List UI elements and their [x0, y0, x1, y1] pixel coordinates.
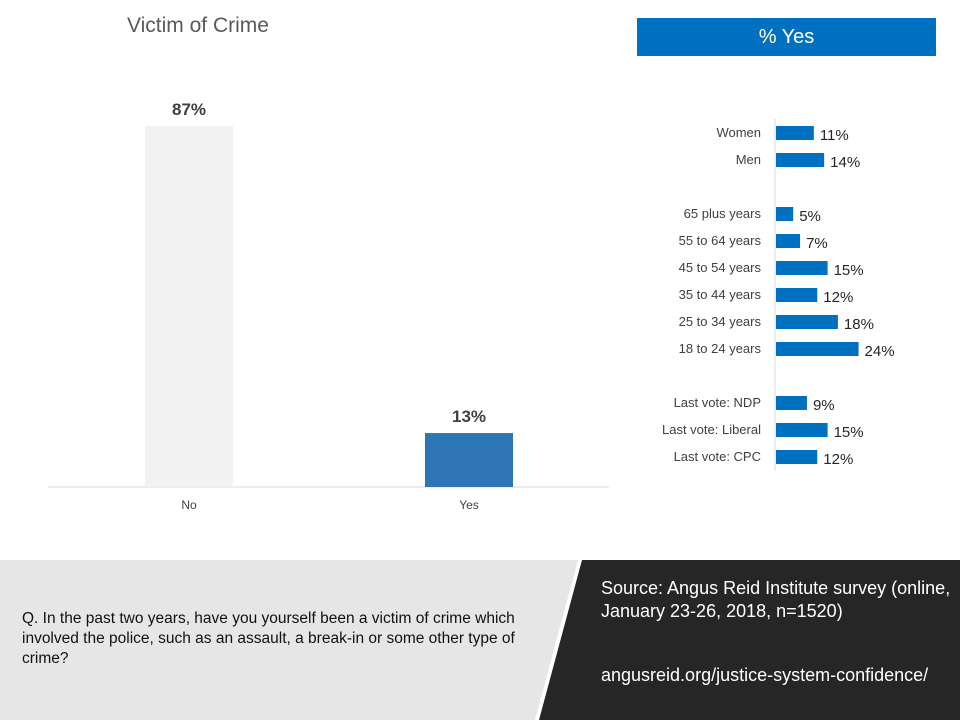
bar-last-vote-cpc	[776, 450, 818, 464]
category-label-18-to-24-years: 18 to 24 years	[679, 341, 762, 356]
value-label-35-to-44-years: 12%	[823, 289, 853, 306]
category-label-45-to-54-years: 45 to 54 years	[679, 260, 762, 275]
charts-canvas: 87% No 13% Yes Women 11% Men 14% 65 plus years 5%…	[48, 100, 895, 512]
bar-last-vote-ndp	[776, 396, 807, 410]
value-label-65-plus-years: 5%	[799, 208, 821, 225]
data-label-yes: 13%	[452, 407, 486, 426]
value-label-last-vote-liberal: 15%	[834, 424, 864, 441]
bar-last-vote-liberal	[776, 423, 828, 437]
value-label-45-to-54-years: 15%	[834, 262, 864, 279]
footer: Q. In the past two years, have you yours…	[0, 560, 960, 720]
survey-question: Q. In the past two years, have you yours…	[22, 610, 515, 667]
value-label-last-vote-cpc: 12%	[823, 451, 853, 468]
category-label-25-to-34-years: 25 to 34 years	[679, 314, 762, 329]
value-label-last-vote-ndp: 9%	[813, 397, 835, 414]
bar-yes	[425, 433, 513, 487]
category-label-women: Women	[716, 125, 761, 140]
footer-background	[0, 560, 960, 720]
category-label-men: Men	[736, 152, 761, 167]
footer-dark-panel	[539, 560, 960, 720]
percent-yes-banner: % Yes	[637, 18, 936, 56]
source-url: angusreid.org/justice-system-confidence/	[601, 665, 929, 685]
bar-men	[776, 153, 825, 167]
bar-65-plus-years	[776, 207, 794, 221]
value-label-55-to-64-years: 7%	[806, 235, 828, 252]
value-label-men: 14%	[830, 154, 860, 171]
bar-no	[145, 125, 233, 487]
category-label-last-vote-liberal: Last vote: Liberal	[662, 422, 761, 437]
bar-45-to-54-years	[776, 261, 828, 275]
bar-25-to-34-years	[776, 315, 838, 329]
category-label-last-vote-cpc: Last vote: CPC	[674, 449, 761, 464]
tick-label-yes: Yes	[459, 498, 479, 512]
value-label-18-to-24-years: 24%	[865, 343, 895, 360]
value-label-25-to-34-years: 18%	[844, 316, 874, 333]
value-label-women: 11%	[820, 127, 849, 144]
category-label-last-vote-ndp: Last vote: NDP	[674, 395, 761, 410]
category-label-65-plus-years: 65 plus years	[684, 206, 762, 221]
bar-women	[776, 126, 814, 140]
left-chart-title: Victim of Crime	[127, 14, 269, 37]
bar-55-to-64-years	[776, 234, 801, 248]
tick-label-no: No	[181, 498, 197, 512]
bar-35-to-44-years	[776, 288, 818, 302]
bar-18-to-24-years	[776, 342, 859, 356]
data-label-no: 87%	[172, 100, 206, 119]
category-label-35-to-44-years: 35 to 44 years	[679, 287, 762, 302]
source-note: Source: Angus Reid Institute survey (onl…	[601, 578, 951, 621]
footer-light-panel	[0, 560, 578, 720]
category-label-55-to-64-years: 55 to 64 years	[679, 233, 762, 248]
